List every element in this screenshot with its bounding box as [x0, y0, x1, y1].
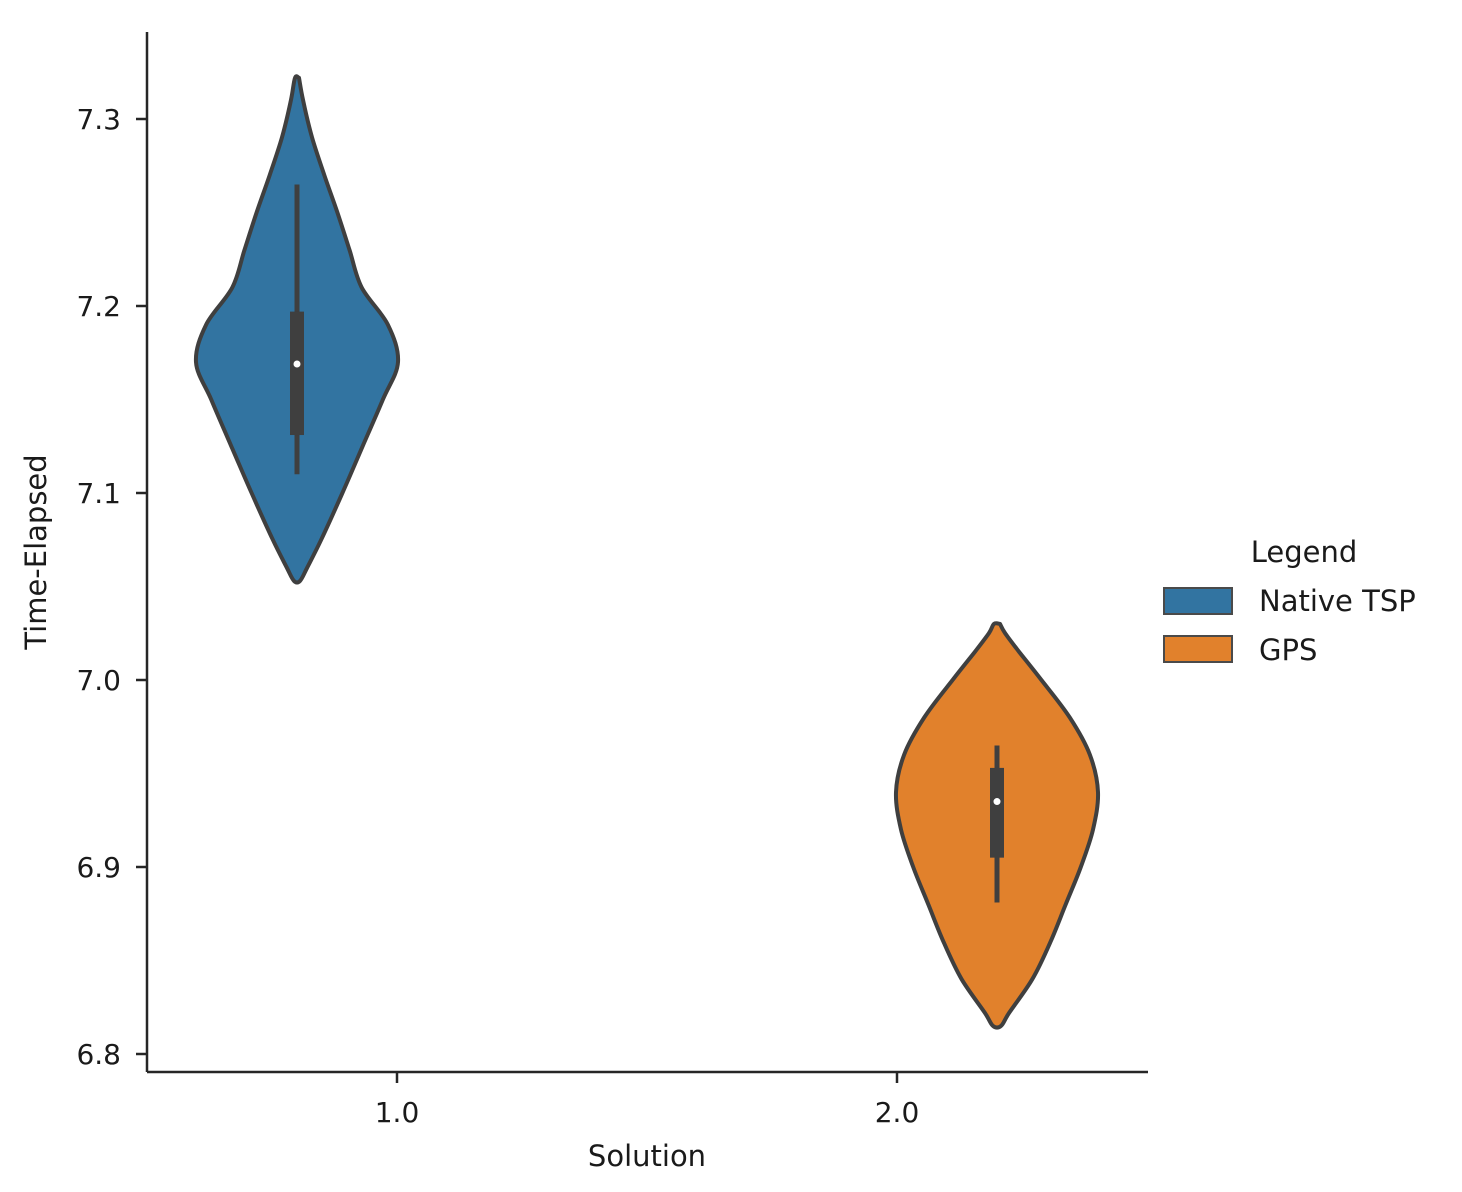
- y-tick-label: 7.2: [76, 290, 121, 323]
- legend-swatch-native-tsp: [1163, 587, 1233, 615]
- y-tick-label: 7.3: [76, 103, 121, 136]
- median-point-native-tsp: [293, 360, 301, 368]
- y-tick-label: 7.0: [76, 664, 121, 697]
- y-tick-label: 7.1: [76, 477, 121, 510]
- legend-swatch-gps: [1163, 635, 1233, 663]
- x-tick-label: 2.0: [875, 1096, 920, 1129]
- median-point-gps: [993, 798, 1001, 806]
- y-axis-label: Time-Elapsed: [19, 454, 53, 650]
- legend-label-gps: GPS: [1259, 633, 1317, 667]
- x-tick-label: 1.0: [375, 1096, 420, 1129]
- y-ticks: 6.8 6.9 7.0 7.1 7.2 7.3: [76, 103, 147, 1071]
- iqr-box-gps: [990, 767, 1004, 858]
- legend: Legend Native TSP GPS: [1163, 535, 1416, 667]
- x-ticks: 1.0 2.0: [375, 1072, 920, 1129]
- legend-title: Legend: [1251, 535, 1358, 569]
- legend-label-native-tsp: Native TSP: [1259, 584, 1416, 618]
- x-axis-label: Solution: [588, 1139, 706, 1173]
- y-tick-label: 6.9: [76, 851, 121, 884]
- y-tick-label: 6.8: [76, 1038, 121, 1071]
- violins-layer: [193, 74, 1101, 1030]
- iqr-box-native-tsp: [290, 311, 304, 436]
